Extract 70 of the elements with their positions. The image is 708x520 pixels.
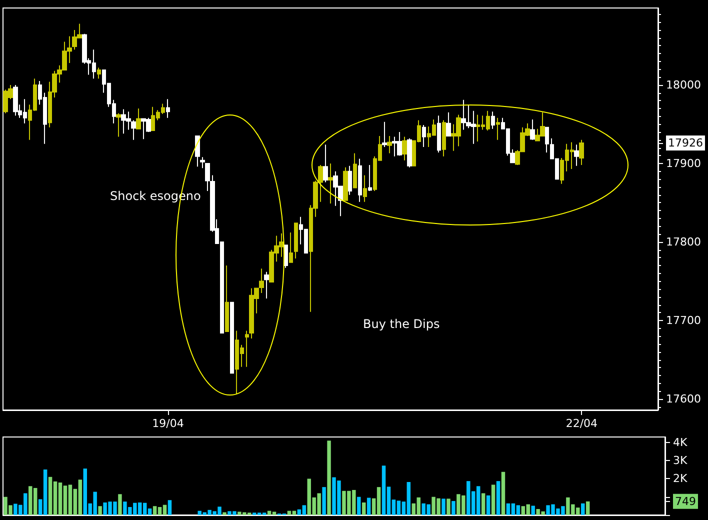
bar (491, 484, 496, 515)
candlestick (343, 166, 348, 201)
candlestick (446, 112, 451, 136)
y-tick-label: 4K (673, 436, 688, 449)
bar (586, 501, 590, 515)
y-tick-label: 2K (673, 472, 688, 486)
candlestick (205, 162, 210, 192)
candlestick (284, 244, 288, 268)
candlestick (13, 84, 18, 116)
candlestick (382, 121, 387, 148)
candlestick (323, 144, 328, 183)
candlestick (264, 271, 269, 300)
bar (581, 503, 585, 515)
y-tick-label: 17926 (668, 136, 704, 150)
bar (118, 494, 122, 515)
bar (531, 506, 535, 515)
bar (452, 501, 456, 515)
candlestick (259, 268, 264, 294)
bar (366, 498, 371, 515)
bar (442, 498, 446, 515)
candlestick (387, 135, 392, 154)
y-tick-label: 17600 (666, 392, 702, 406)
candlestick (496, 117, 500, 140)
x-tick-label: 22/04 (566, 417, 598, 430)
candlestick (97, 67, 101, 80)
y-tick-label: 17900 (666, 156, 702, 170)
candlestick (116, 112, 121, 138)
candlestick (422, 124, 426, 148)
x-tick-label: 19/04 (152, 417, 184, 430)
y-tick-label: 17700 (666, 314, 702, 327)
bar (501, 472, 506, 515)
candlestick (289, 232, 293, 263)
candlestick (328, 162, 333, 204)
bar (481, 493, 486, 515)
candlestick (131, 120, 136, 140)
annotation: Buy the Dips (363, 317, 440, 331)
bar (496, 481, 500, 515)
bar (446, 498, 450, 515)
bar (327, 440, 331, 515)
y-tick-label: 3K (673, 454, 688, 468)
candlestick (530, 118, 535, 140)
bar (222, 512, 226, 515)
candlestick (348, 165, 352, 196)
bar (168, 500, 172, 515)
bar (362, 502, 366, 515)
bar (98, 506, 102, 515)
candlestick (245, 330, 249, 368)
candlestick (402, 136, 407, 161)
bar (486, 495, 490, 515)
candlestick (368, 164, 372, 192)
y-tick-label: 17800 (666, 235, 702, 248)
y-tick-label: 18000 (666, 78, 702, 92)
candlestick (225, 265, 229, 332)
candlestick (579, 139, 584, 166)
candlestick (574, 144, 579, 166)
candlestick (358, 158, 362, 202)
y-tick-label: 749 (675, 494, 696, 508)
candlestick (407, 138, 412, 168)
candlestick (200, 156, 205, 169)
bar (322, 487, 326, 515)
candlestick (442, 120, 446, 157)
candlestick (136, 108, 141, 130)
candlestick (166, 98, 170, 118)
candlestick (437, 115, 441, 153)
candlestick (294, 222, 298, 259)
candlestick (353, 152, 357, 188)
candlestick (230, 302, 234, 374)
candlestick (363, 174, 367, 202)
candlestick (491, 111, 495, 130)
bar (357, 496, 361, 515)
